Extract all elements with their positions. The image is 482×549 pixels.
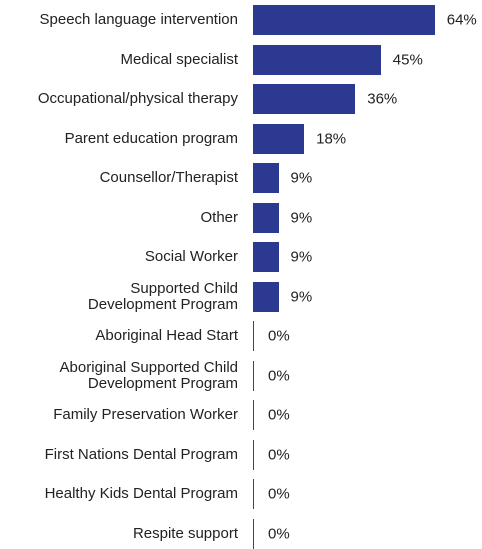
- category-label: Aboriginal Head Start: [95, 327, 238, 344]
- category-label: Healthy Kids Dental Program: [44, 485, 238, 502]
- value-label: 64%: [446, 11, 477, 29]
- bar: [253, 242, 279, 272]
- category-label: Aboriginal Supported Child Development P…: [59, 358, 238, 392]
- category-label: Family Preservation Worker: [53, 406, 238, 423]
- bar: [253, 479, 254, 509]
- category-label: Occupational/physical therapy: [37, 90, 238, 107]
- value-label: 0%: [268, 367, 290, 384]
- value-label: 45%: [392, 51, 423, 68]
- value-label: 0%: [268, 485, 290, 503]
- value-label: 18%: [316, 130, 347, 147]
- category-label: Counsellor/Therapist: [99, 169, 238, 186]
- category-label: Other: [200, 208, 238, 226]
- value-label: 0%: [268, 327, 290, 345]
- category-label: Speech language intervention: [39, 11, 239, 28]
- value-label: 0%: [268, 406, 290, 424]
- bar: [253, 439, 254, 470]
- bar: [253, 518, 254, 549]
- value-label: 36%: [367, 90, 398, 108]
- category-label: Social Worker: [144, 248, 238, 265]
- bar: [253, 44, 381, 75]
- value-label: 9%: [290, 169, 313, 187]
- category-label: Parent education program: [64, 129, 238, 147]
- bar: [253, 5, 435, 35]
- bar: [253, 202, 279, 233]
- bar: [253, 321, 254, 351]
- bar: [253, 400, 254, 430]
- category-label: Medical specialist: [120, 50, 238, 68]
- category-label: First Nations Dental Program: [44, 445, 238, 463]
- bar: [253, 360, 254, 391]
- category-label: Respite support: [132, 524, 238, 542]
- bar: [253, 163, 279, 193]
- value-label: 0%: [268, 446, 290, 463]
- category-label: Supported Child Development Program: [87, 279, 238, 313]
- value-label: 9%: [290, 209, 313, 226]
- value-label: 9%: [290, 248, 313, 266]
- bar: [253, 281, 279, 312]
- bar: [253, 123, 305, 154]
- value-label: 0%: [268, 525, 290, 542]
- bar: [253, 84, 356, 114]
- value-label: 9%: [290, 288, 313, 305]
